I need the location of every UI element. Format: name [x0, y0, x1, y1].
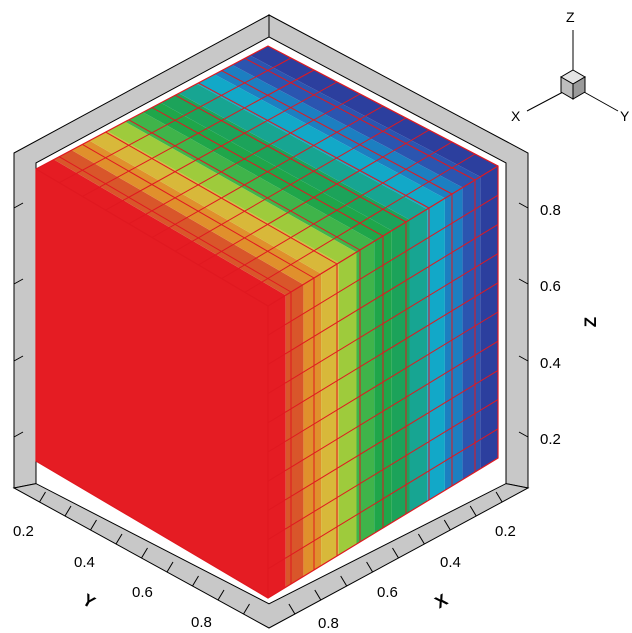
y-tick-mark — [217, 589, 225, 601]
cube-right-grid-line — [267, 428, 499, 570]
left-tick-mark — [13, 431, 24, 438]
z-tick-label: 0.2 — [540, 431, 561, 448]
y-axis-title: Y — [79, 590, 99, 612]
y-tick-mark — [64, 505, 72, 517]
triad-z-label: Z — [566, 9, 575, 25]
x-tick-mark — [314, 589, 322, 601]
cube-top-grid-line — [174, 117, 407, 252]
cube-right-grid-line — [267, 399, 499, 541]
x-tick-label: 0.6 — [377, 584, 398, 601]
x-tick-mark — [340, 575, 348, 587]
x-tick-mark — [469, 505, 477, 517]
cube-right-grid-line — [267, 311, 499, 453]
triad-cube-right — [572, 76, 586, 100]
triad-x-label: X — [511, 108, 521, 124]
z-axis: 0.2 0.4 0.6 0.8 Z — [540, 202, 600, 448]
left-tick-mark — [13, 355, 24, 362]
y-tick-mark — [141, 547, 148, 559]
z-tick-label: 0.4 — [540, 355, 561, 372]
z-tick-mark — [518, 355, 529, 362]
cube-right-grid-line — [267, 369, 499, 511]
x-tick-mark — [443, 519, 451, 531]
floor-wall — [12, 483, 530, 629]
axis-ticks — [13, 202, 529, 615]
cube-top-grid-line — [151, 105, 384, 238]
cube-top-grid-line — [198, 129, 430, 266]
cube-top-grid-line — [244, 153, 476, 293]
x-tick-mark — [366, 561, 374, 573]
y-tick-mark — [166, 561, 174, 573]
y-tick-label: 0.8 — [191, 614, 212, 631]
y-tick-mark — [90, 519, 97, 531]
z-axis-title: Z — [581, 317, 600, 327]
x-tick-label: 0.8 — [318, 615, 339, 632]
y-tick-label: 0.4 — [74, 554, 95, 571]
z-tick-mark — [518, 202, 529, 209]
y-tick-label: 0.2 — [13, 523, 34, 540]
y-tick-mark — [243, 603, 250, 615]
y-tick-mark — [115, 533, 123, 545]
z-tick-mark — [518, 431, 529, 438]
y-tick-mark — [39, 491, 46, 503]
cube-right-grid-line — [267, 340, 499, 482]
y-tick-label: 0.6 — [132, 584, 153, 601]
triad-y-line — [583, 91, 619, 112]
bounding-box-walls — [12, 14, 530, 629]
cube-top-grid-line — [221, 70, 453, 195]
cube-top-grid-line — [244, 57, 476, 181]
cube-top-grid-line — [174, 94, 407, 223]
orientation-triad: Z X Y — [511, 9, 630, 124]
x-tick-mark — [288, 603, 296, 615]
cube-top-grid-line — [221, 141, 453, 280]
triad-x-line — [526, 91, 564, 112]
y-tick-mark — [192, 575, 199, 587]
z-tick-label: 0.8 — [540, 202, 561, 219]
z-tick-mark — [518, 278, 529, 285]
cube-top-right-edge — [267, 165, 499, 307]
cube-left-face — [36, 169, 268, 598]
cube-outline — [35, 45, 499, 599]
x-axis-title: X — [432, 590, 452, 612]
contour-cube — [35, 45, 499, 599]
x-tick-mark — [495, 491, 503, 503]
x-tick-label: 0.2 — [495, 523, 516, 540]
cube-top-front-edge — [35, 168, 269, 307]
z-tick-label: 0.6 — [540, 278, 561, 295]
triad-y-label: Y — [620, 108, 630, 124]
cube-top-grid-line — [198, 82, 430, 209]
x-tick-label: 0.4 — [440, 554, 461, 571]
x-tick-mark — [417, 533, 425, 545]
left-tick-mark — [13, 202, 24, 209]
x-tick-mark — [392, 547, 399, 559]
left-tick-mark — [13, 278, 24, 285]
